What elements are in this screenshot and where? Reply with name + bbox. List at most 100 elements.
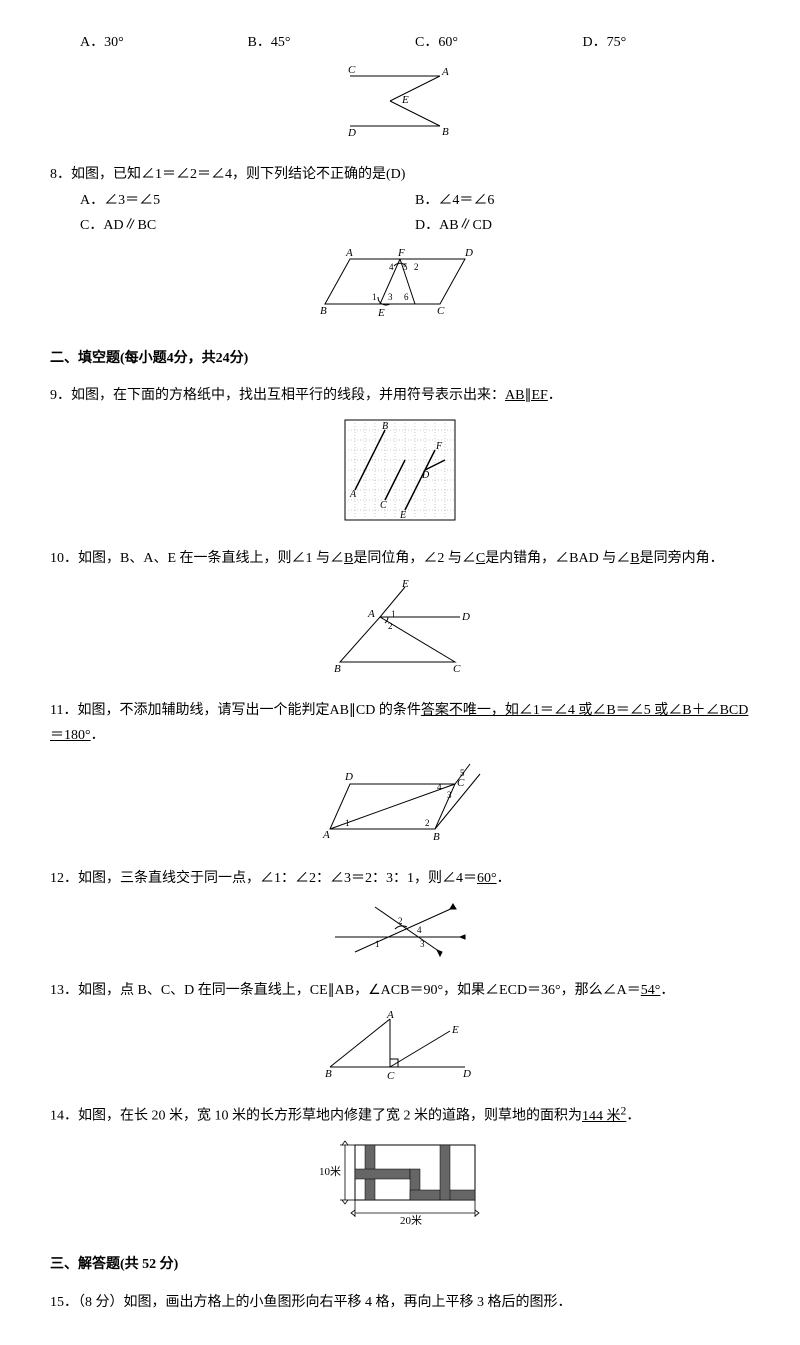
- label-b: B: [433, 831, 440, 843]
- q11-p2: ．: [91, 728, 105, 743]
- q14: 14．如图，在长 20 米，宽 10 米的长方形草地内修建了宽 2 米的道路，则…: [50, 1100, 750, 1129]
- label-f: F: [435, 441, 443, 452]
- q10-p2: 是同位角，∠2 与∠: [353, 551, 476, 566]
- q10-p3: 是内错角，∠BAD 与∠: [485, 551, 630, 566]
- q11-p1: 11．如图，不添加辅助线，请写出一个能判定AB∥CD 的条件: [50, 703, 421, 718]
- q13-figure: A E B C D: [50, 1009, 750, 1088]
- q7-opt-a: A．30°: [80, 30, 248, 55]
- q10-a3: B: [630, 551, 639, 566]
- label-c: C: [387, 1070, 395, 1079]
- q7-options: A．30° B．45° C．60° D．75°: [80, 30, 750, 55]
- label-e: E: [377, 307, 385, 319]
- label-b: B: [442, 126, 449, 138]
- q7-opt-d: D．75°: [583, 30, 751, 55]
- label-4: 4: [417, 925, 422, 935]
- q11: 11．如图，不添加辅助线，请写出一个能判定AB∥CD 的条件答案不唯一，如∠1＝…: [50, 698, 750, 748]
- q15: 15．（8 分）如图，画出方格上的小鱼图形向右平移 4 格，再向上平移 3 格后…: [50, 1290, 750, 1315]
- q12-p1: 12．如图，三条直线交于同一点，∠1：∠2：∠3＝2：3：1，则∠4＝: [50, 871, 477, 886]
- label-a: A: [367, 608, 375, 620]
- q10-figure: E A D B C 1 2: [50, 577, 750, 686]
- q9-answer: AB∥EF: [505, 388, 548, 403]
- label-a: A: [322, 829, 330, 841]
- q12: 12．如图，三条直线交于同一点，∠1：∠2：∠3＝2：3：1，则∠4＝60°．: [50, 866, 750, 891]
- label-a: A: [386, 1009, 394, 1021]
- q12-figure: 1 2 3 4: [50, 897, 750, 966]
- label-4: 4: [437, 782, 442, 792]
- q10-a1: B: [344, 551, 353, 566]
- q7-figure: C A E D B: [50, 61, 750, 150]
- label-d: D: [347, 127, 356, 139]
- label-6: 6: [404, 292, 409, 302]
- q13-p1: 13．如图，点 B、C、D 在同一条直线上，CE∥AB，∠ACB＝90°，如果∠…: [50, 983, 641, 998]
- q7-opt-b: B．45°: [248, 30, 416, 55]
- label-5: 5: [403, 262, 408, 272]
- label-1: 1: [391, 609, 396, 619]
- q14-answer: 144 米2: [582, 1109, 626, 1124]
- label-b: B: [320, 305, 327, 317]
- label-f: F: [397, 247, 405, 259]
- q14-figure: 10米 20米: [50, 1135, 750, 1234]
- label-c: C: [453, 663, 461, 675]
- label-e: E: [401, 94, 409, 106]
- q12-answer: 60°: [477, 871, 497, 886]
- q9-figure: A B C D E F: [50, 415, 750, 534]
- label-1: 1: [375, 939, 380, 949]
- label-d: D: [344, 771, 353, 783]
- q10-p1: 10．如图，B、A、E 在一条直线上，则∠1 与∠: [50, 551, 344, 566]
- label-w: 20米: [400, 1214, 422, 1225]
- label-1: 1: [345, 818, 350, 828]
- label-e: E: [401, 578, 409, 590]
- label-b: B: [382, 421, 388, 432]
- label-3: 3: [420, 939, 425, 949]
- label-c: C: [437, 305, 445, 317]
- q10: 10．如图，B、A、E 在一条直线上，则∠1 与∠B是同位角，∠2 与∠C是内错…: [50, 546, 750, 571]
- q13-answer: 54°: [641, 983, 661, 998]
- section-3-heading: 三、解答题(共 52 分): [50, 1252, 750, 1277]
- q8-opt-d: D．AB∥CD: [415, 213, 750, 238]
- label-h: 10米: [319, 1165, 341, 1178]
- q8: 8．如图，已知∠1＝∠2＝∠4，则下列结论不正确的是(D): [50, 162, 750, 187]
- label-d: D: [461, 611, 470, 623]
- label-4: 4: [389, 262, 394, 272]
- label-d: D: [421, 470, 430, 481]
- label-2: 2: [388, 621, 393, 631]
- q14-p1: 14．如图，在长 20 米，宽 10 米的长方形草地内修建了宽 2 米的道路，则…: [50, 1109, 582, 1124]
- label-3: 3: [447, 790, 452, 800]
- q13-p2: ．: [660, 983, 674, 998]
- label-3: 3: [388, 292, 393, 302]
- q8-opt-c: C．AD∥BC: [80, 213, 415, 238]
- q12-p2: ．: [497, 871, 511, 886]
- q8-figure: A F D B E C 4 5 2 1 3 6: [50, 244, 750, 328]
- label-d: D: [464, 247, 473, 259]
- label-c: C: [380, 500, 387, 511]
- label-2: 2: [425, 818, 430, 828]
- q10-a2: C: [476, 551, 485, 566]
- section-2-heading: 二、填空题(每小题4分，共24分): [50, 346, 750, 371]
- label-e: E: [399, 510, 406, 521]
- q9: 9．如图，在下面的方格纸中，找出互相平行的线段，并用符号表示出来：AB∥EF．: [50, 383, 750, 408]
- label-a: A: [345, 247, 353, 259]
- q7-opt-c: C．60°: [415, 30, 583, 55]
- q14-p2: ．: [626, 1109, 640, 1124]
- label-2: 2: [414, 262, 419, 272]
- q11-figure: D C A B 1 2 3 4 5: [50, 754, 750, 853]
- q8-opt-a: A．∠3＝∠5: [80, 188, 415, 213]
- label-a: A: [441, 66, 449, 78]
- label-1: 1: [372, 292, 377, 302]
- label-b: B: [325, 1068, 332, 1079]
- label-d: D: [462, 1068, 471, 1079]
- q13: 13．如图，点 B、C、D 在同一条直线上，CE∥AB，∠ACB＝90°，如果∠…: [50, 978, 750, 1003]
- label-5: 5: [460, 768, 465, 778]
- q10-p4: 是同旁内角．: [640, 551, 724, 566]
- label-c: C: [457, 777, 465, 789]
- q8-options: A．∠3＝∠5 B．∠4＝∠6 C．AD∥BC D．AB∥CD: [80, 188, 750, 238]
- q9-pre: 9．如图，在下面的方格纸中，找出互相平行的线段，并用符号表示出来：: [50, 388, 505, 403]
- q9-post: ．: [548, 388, 562, 403]
- label-e: E: [451, 1024, 459, 1036]
- label-a: A: [349, 489, 357, 500]
- label-c: C: [348, 64, 356, 76]
- label-2: 2: [398, 916, 403, 926]
- q8-text: 8．如图，已知∠1＝∠2＝∠4，则下列结论不正确的是(D): [50, 167, 405, 182]
- q8-opt-b: B．∠4＝∠6: [415, 188, 750, 213]
- label-b: B: [334, 663, 341, 675]
